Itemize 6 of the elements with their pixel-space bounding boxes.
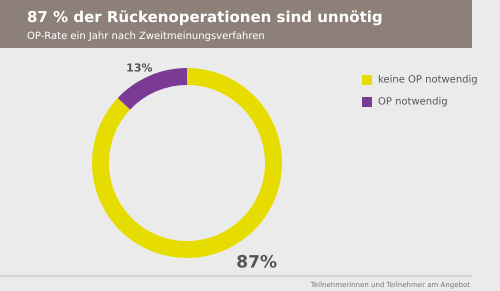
legend-label: keine OP notwendig — [378, 74, 478, 86]
data-label: 13% — [126, 61, 153, 74]
chart-title: 87 % der Rückenoperationen sind unnötig — [27, 8, 383, 26]
data-label: 87% — [236, 252, 277, 272]
chart-subtitle: OP-Rate ein Jahr nach Zweitmeinungsverfahren — [27, 31, 265, 42]
legend-label: OP notwendig — [378, 96, 448, 108]
